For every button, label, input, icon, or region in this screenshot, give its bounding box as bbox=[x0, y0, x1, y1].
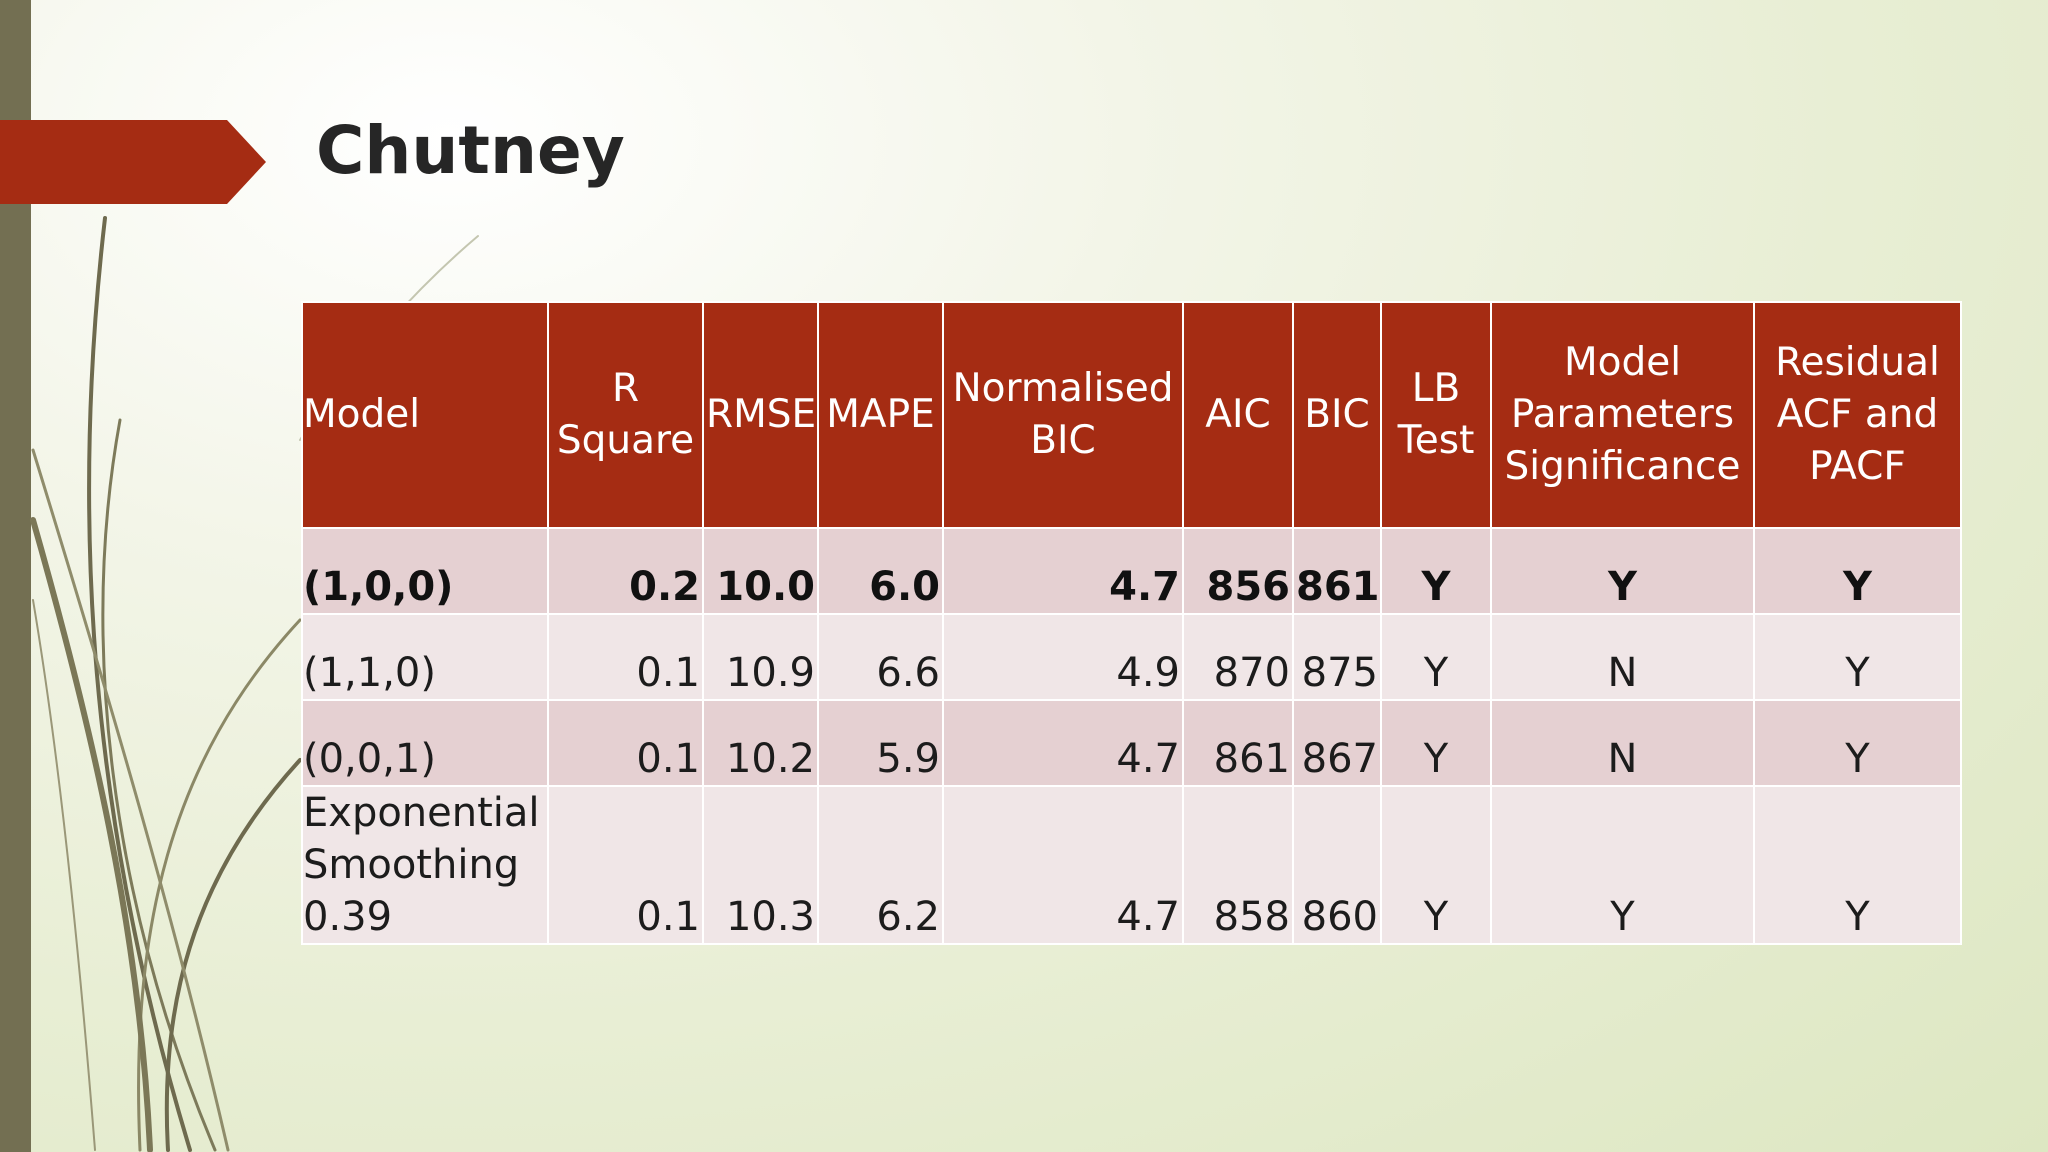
cell-r-square: 0.1 bbox=[547, 613, 704, 701]
header-r-square: R Square bbox=[547, 301, 704, 529]
cell-normalised-bic: 4.7 bbox=[942, 785, 1184, 945]
cell-normalised-bic: 4.7 bbox=[942, 699, 1184, 787]
cell-model: (1,0,0) bbox=[301, 527, 549, 615]
stem-line bbox=[30, 517, 153, 1152]
stem-line bbox=[31, 448, 230, 1152]
cell-residual: Y bbox=[1753, 527, 1962, 615]
cell-mape: 6.6 bbox=[817, 613, 944, 701]
cell-residual: Y bbox=[1753, 785, 1962, 945]
model-comparison-table: Model R Square RMSE MAPE Normalised BIC … bbox=[301, 301, 1962, 945]
cell-residual: Y bbox=[1753, 699, 1962, 787]
header-model-parameters: Model Parameters Significance bbox=[1490, 301, 1755, 529]
cell-bic: 860 bbox=[1292, 785, 1382, 945]
cell-aic: 870 bbox=[1182, 613, 1294, 701]
cell-model-parameters: N bbox=[1490, 613, 1755, 701]
cell-model-parameters: Y bbox=[1490, 527, 1755, 615]
cell-rmse: 10.9 bbox=[702, 613, 819, 701]
table-row: (0,0,1) 0.1 10.2 5.9 4.7 861 867 Y N Y bbox=[301, 699, 1962, 787]
header-residual-acf-pacf: Residual ACF and PACF bbox=[1753, 301, 1962, 529]
cell-r-square: 0.2 bbox=[547, 527, 704, 615]
cell-residual: Y bbox=[1753, 613, 1962, 701]
header-normalised-bic: Normalised BIC bbox=[942, 301, 1184, 529]
header-lb-test: LB Test bbox=[1380, 301, 1492, 529]
stem-line bbox=[32, 599, 96, 1151]
cell-mape: 6.2 bbox=[817, 785, 944, 945]
cell-model-parameters: N bbox=[1490, 699, 1755, 787]
cell-aic: 861 bbox=[1182, 699, 1294, 787]
stem-line bbox=[137, 618, 302, 1152]
table-row: (1,0,0) 0.2 10.0 6.0 4.7 856 861 Y Y Y bbox=[301, 527, 1962, 615]
title-arrow-shape bbox=[0, 120, 266, 204]
cell-normalised-bic: 4.7 bbox=[942, 527, 1184, 615]
stem-line bbox=[164, 758, 302, 1152]
cell-bic: 867 bbox=[1292, 699, 1382, 787]
cell-r-square: 0.1 bbox=[547, 699, 704, 787]
cell-r-square: 0.1 bbox=[547, 785, 704, 945]
cell-mape: 6.0 bbox=[817, 527, 944, 615]
stem-line bbox=[101, 418, 217, 1152]
cell-bic: 861 bbox=[1292, 527, 1382, 615]
cell-aic: 858 bbox=[1182, 785, 1294, 945]
table-header-row: Model R Square RMSE MAPE Normalised BIC … bbox=[301, 301, 1962, 529]
cell-model: Exponential Smoothing 0.39 bbox=[301, 785, 549, 945]
header-aic: AIC bbox=[1182, 301, 1294, 529]
header-model: Model bbox=[301, 301, 549, 529]
table-row: (1,1,0) 0.1 10.9 6.6 4.9 870 875 Y N Y bbox=[301, 613, 1962, 701]
cell-lb-test: Y bbox=[1380, 613, 1492, 701]
cell-mape: 5.9 bbox=[817, 699, 944, 787]
slide-title: Chutney bbox=[316, 112, 625, 189]
cell-model: (0,0,1) bbox=[301, 699, 549, 787]
cell-normalised-bic: 4.9 bbox=[942, 613, 1184, 701]
stem-line bbox=[87, 216, 192, 1152]
header-bic: BIC bbox=[1292, 301, 1382, 529]
table-row: Exponential Smoothing 0.39 0.1 10.3 6.2 … bbox=[301, 785, 1962, 945]
header-mape: MAPE bbox=[817, 301, 944, 529]
cell-rmse: 10.3 bbox=[702, 785, 819, 945]
cell-model: (1,1,0) bbox=[301, 613, 549, 701]
cell-lb-test: Y bbox=[1380, 699, 1492, 787]
cell-model-parameters: Y bbox=[1490, 785, 1755, 945]
cell-rmse: 10.0 bbox=[702, 527, 819, 615]
cell-lb-test: Y bbox=[1380, 785, 1492, 945]
cell-aic: 856 bbox=[1182, 527, 1294, 615]
header-rmse: RMSE bbox=[702, 301, 819, 529]
cell-bic: 875 bbox=[1292, 613, 1382, 701]
cell-lb-test: Y bbox=[1380, 527, 1492, 615]
cell-rmse: 10.2 bbox=[702, 699, 819, 787]
